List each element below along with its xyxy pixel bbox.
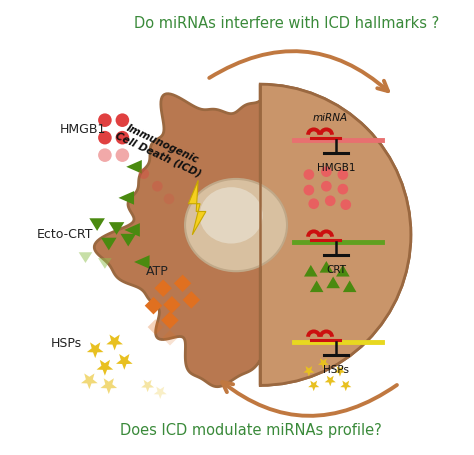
Polygon shape <box>109 222 124 235</box>
Circle shape <box>303 169 314 180</box>
Polygon shape <box>304 265 318 277</box>
Wedge shape <box>260 84 411 385</box>
Polygon shape <box>118 191 134 205</box>
Circle shape <box>337 169 348 180</box>
Circle shape <box>98 113 112 127</box>
Polygon shape <box>94 84 260 387</box>
Text: HSPs: HSPs <box>51 337 82 350</box>
Polygon shape <box>141 380 154 392</box>
Polygon shape <box>120 234 136 247</box>
Circle shape <box>340 199 351 210</box>
Polygon shape <box>182 291 200 308</box>
Text: HMGB1: HMGB1 <box>317 163 356 173</box>
Polygon shape <box>134 255 150 269</box>
Polygon shape <box>308 381 319 391</box>
Polygon shape <box>147 319 163 335</box>
Circle shape <box>164 193 174 204</box>
Polygon shape <box>116 354 133 370</box>
Text: Does ICD modulate miRNAs profile?: Does ICD modulate miRNAs profile? <box>120 424 382 439</box>
Polygon shape <box>163 296 181 313</box>
Circle shape <box>116 148 129 162</box>
Polygon shape <box>154 387 167 399</box>
Circle shape <box>152 181 163 192</box>
Polygon shape <box>340 381 351 391</box>
Polygon shape <box>336 265 350 277</box>
Polygon shape <box>97 360 113 376</box>
Polygon shape <box>98 258 112 269</box>
Ellipse shape <box>200 187 263 243</box>
Circle shape <box>98 131 112 144</box>
Polygon shape <box>87 342 103 358</box>
Text: ATP: ATP <box>146 265 168 278</box>
Polygon shape <box>106 334 123 350</box>
Circle shape <box>98 148 112 162</box>
Polygon shape <box>162 330 178 345</box>
Polygon shape <box>327 277 340 288</box>
Text: CRT: CRT <box>326 265 346 275</box>
Polygon shape <box>81 374 98 389</box>
Polygon shape <box>310 280 323 292</box>
Polygon shape <box>325 376 336 386</box>
Polygon shape <box>145 297 162 314</box>
Polygon shape <box>126 160 142 174</box>
Polygon shape <box>343 280 356 292</box>
Polygon shape <box>90 218 105 231</box>
Circle shape <box>303 185 314 196</box>
Text: HMGB1: HMGB1 <box>60 123 107 136</box>
Polygon shape <box>303 366 314 377</box>
Text: Immunogenic
Cell Death (ICD): Immunogenic Cell Death (ICD) <box>113 120 207 179</box>
Text: miRNA: miRNA <box>313 113 348 123</box>
Circle shape <box>325 196 336 206</box>
Polygon shape <box>318 358 329 369</box>
Text: HSPs: HSPs <box>323 365 349 375</box>
Polygon shape <box>155 279 172 297</box>
Circle shape <box>309 198 319 209</box>
Polygon shape <box>174 275 191 292</box>
Ellipse shape <box>185 179 287 271</box>
Text: Ecto-CRT: Ecto-CRT <box>37 228 93 241</box>
Polygon shape <box>161 312 179 329</box>
Polygon shape <box>189 180 206 235</box>
Text: Do miRNAs interfere with ICD hallmarks ?: Do miRNAs interfere with ICD hallmarks ? <box>134 15 439 30</box>
Circle shape <box>321 167 332 177</box>
Polygon shape <box>100 378 117 394</box>
Wedge shape <box>260 84 411 385</box>
Circle shape <box>138 168 149 179</box>
Circle shape <box>321 181 332 192</box>
Polygon shape <box>124 223 140 237</box>
Polygon shape <box>335 366 346 377</box>
Polygon shape <box>319 261 333 273</box>
Polygon shape <box>79 252 92 263</box>
Circle shape <box>337 184 348 194</box>
Circle shape <box>116 131 129 144</box>
Polygon shape <box>101 238 117 250</box>
Circle shape <box>116 113 129 127</box>
